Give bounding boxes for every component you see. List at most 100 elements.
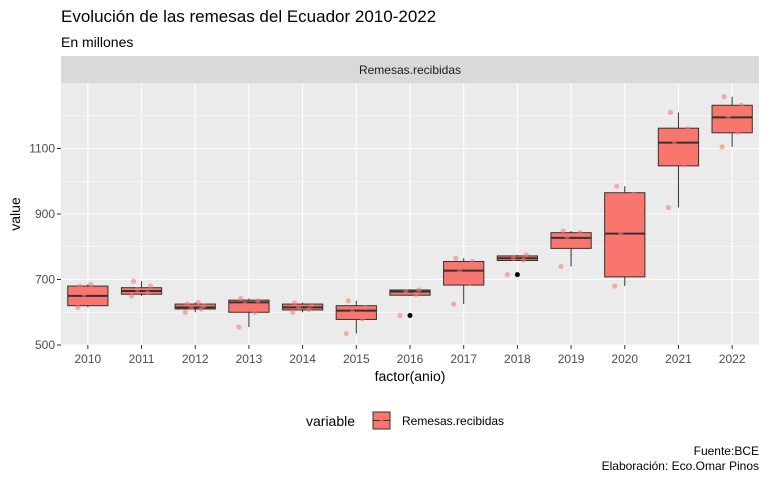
jitter-point: [182, 309, 188, 315]
caption-author: Elaboración: Eco.Omar Pinos: [602, 459, 759, 473]
jitter-point: [725, 114, 731, 120]
box-2010: [67, 284, 109, 308]
jitter-point: [451, 301, 457, 307]
y-tick-label: 1100: [29, 142, 55, 156]
jitter-point: [144, 290, 151, 296]
x-tick-label: 2014: [289, 352, 316, 366]
jitter-point: [681, 162, 688, 168]
y-axis-title: value: [7, 197, 23, 231]
jitter-point: [618, 231, 624, 237]
jitter-point: [671, 139, 678, 145]
jitter-point: [88, 281, 94, 288]
jitter-point: [81, 291, 87, 297]
box-2011: [120, 281, 163, 296]
legend-title: variable: [306, 413, 355, 429]
jitter-point: [309, 302, 315, 308]
facet-strip: [61, 56, 759, 83]
jitter-point: [134, 286, 141, 292]
jitter-point: [343, 330, 349, 337]
jitter-point: [738, 102, 744, 108]
jitter-point: [467, 280, 473, 286]
jitter-point: [349, 309, 355, 315]
x-tick-label: 2018: [504, 352, 531, 366]
x-axis: 2010 2011 2012 2013 2014 2015 2016 2017 2018 2019…: [74, 345, 746, 366]
jitter-point: [242, 301, 248, 307]
jitter-point: [684, 126, 691, 132]
jitter-point: [94, 286, 100, 292]
jitter-point: [523, 252, 529, 258]
x-tick-label: 2016: [397, 352, 424, 366]
y-axis: 500 700 900 1100: [29, 142, 61, 352]
box-2021: [657, 112, 700, 208]
legend-key-point: [379, 418, 384, 423]
jitter-point: [504, 271, 510, 278]
box-2018: [496, 254, 539, 278]
jitter-point: [413, 291, 419, 297]
boxplot-series: [67, 96, 753, 334]
jitter-point: [397, 312, 403, 319]
jitter-point: [290, 309, 296, 315]
jitter-point: [628, 263, 634, 269]
chart-title: Evolución de las remesas del Ecuador 201…: [61, 7, 436, 26]
box-2016: [389, 289, 431, 319]
jitter-point: [292, 300, 298, 306]
jitter-point: [128, 293, 135, 299]
box-body: [335, 305, 377, 320]
box-body: [711, 104, 753, 134]
x-tick-label: 2017: [450, 352, 477, 366]
caption-source: Fuente:BCE: [694, 444, 759, 458]
x-tick-label: 2019: [558, 352, 585, 366]
x-tick-label: 2020: [611, 352, 638, 366]
jitter-point: [564, 234, 570, 240]
x-tick-label: 2013: [236, 352, 263, 366]
jitter-point: [201, 303, 207, 309]
x-tick-label: 2022: [719, 352, 746, 366]
jitter-point: [735, 129, 741, 135]
jitter-point: [362, 304, 368, 310]
jitter-point: [667, 109, 674, 116]
box-2019: [550, 231, 592, 267]
jitter-point: [147, 283, 154, 289]
box-2017: [443, 258, 485, 305]
box-body: [443, 260, 485, 286]
jitter-points-series: [75, 94, 744, 337]
jitter-point: [77, 283, 83, 289]
jitter-point: [612, 283, 618, 289]
jitter-point: [558, 263, 564, 269]
box-2012: [174, 302, 216, 313]
jitter-point: [665, 204, 672, 211]
box-2013: [228, 298, 270, 327]
legend: variable Remesas.recibidas: [306, 411, 504, 430]
x-tick-label: 2012: [182, 352, 209, 366]
jitter-point: [470, 258, 476, 265]
chart-subtitle: En millones: [61, 34, 133, 50]
box-2014: [281, 302, 324, 313]
jitter-point: [238, 295, 244, 302]
y-tick-label: 700: [35, 273, 55, 287]
legend-label: Remesas.recibidas: [402, 414, 504, 428]
jitter-point: [403, 289, 409, 295]
y-tick-label: 500: [35, 338, 55, 352]
jitter-point: [91, 299, 97, 306]
jitter-point: [453, 255, 459, 261]
jitter-point: [359, 316, 365, 322]
jitter-point: [416, 287, 422, 293]
jitter-point: [188, 304, 194, 310]
jitter-point: [255, 298, 261, 304]
jitter-point: [457, 268, 463, 274]
jitter-point: [345, 298, 351, 304]
jitter-point: [577, 230, 583, 236]
jitter-point: [560, 228, 566, 234]
box-body: [604, 192, 646, 278]
jitter-point: [252, 309, 258, 315]
jitter-point: [510, 255, 516, 261]
jitter-point: [184, 301, 190, 307]
jitter-point: [719, 144, 725, 150]
jitter-point: [631, 191, 637, 197]
jitter-point: [75, 304, 81, 310]
jitter-point: [574, 240, 580, 247]
jitter-point: [236, 324, 242, 330]
box-body: [550, 232, 592, 249]
x-tick-label: 2011: [129, 352, 155, 366]
